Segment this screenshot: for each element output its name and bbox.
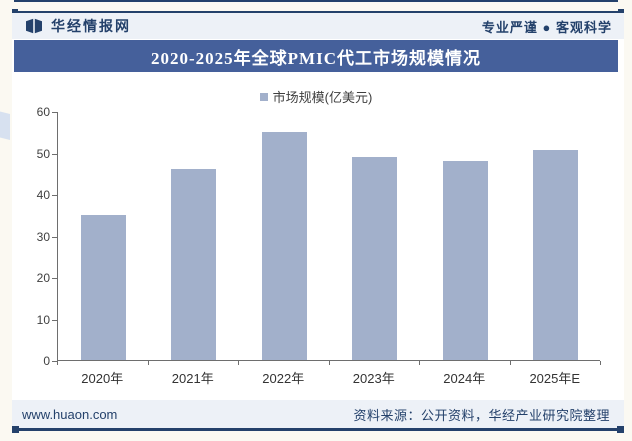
y-tick-mark [52,278,57,279]
x-tick-mark [419,361,420,365]
x-tick-label: 2024年 [443,371,486,386]
x-tick-mark [328,361,330,365]
y-tick-label: 50 [36,146,50,161]
brand: 华经情报网 [24,16,131,36]
y-tick-label: 20 [36,271,50,285]
bar-2020年 [80,214,126,360]
footer-url: www.huaon.com [22,406,118,422]
footer: www.huaon.com 资料来源：公开资料，华经产业研究院整理 [12,400,624,428]
x-tick-label: 2022年 [262,371,305,386]
legend-swatch [259,92,268,101]
footer-rule [14,428,618,431]
x-tick-mark [509,361,511,365]
footer-source: 资料来源：公开资料，华经产业研究院整理 [353,407,610,423]
header-rule-cap-left [12,9,18,15]
header-rule [12,11,624,13]
x-tick-label: 2021年 [171,371,214,386]
y-tick-mark [52,153,57,155]
y-tick-mark [52,112,57,113]
x-tick-mark [238,361,239,365]
y-tick-mark [52,361,57,362]
y-tick-label: 40 [36,188,50,202]
x-tick-label: 2023年 [352,371,395,386]
y-tick-mark [52,195,57,196]
chart-title-banner: 2020-2025年全球PMIC代工市场规模情况 [14,40,618,72]
footer-rule-cap-right [617,426,624,433]
bar-2024年 [442,160,488,360]
bar-2025年E [533,150,579,360]
y-tick-label: 0 [43,354,50,368]
x-tick-label: 2025年E [529,371,581,386]
bar-2023年 [352,156,398,360]
y-tick-label: 10 [36,312,50,327]
brand-name: 华经情报网 [51,18,131,34]
legend-label: 市场规模(亿美元) [272,90,373,105]
chart-title: 2020-2025年全球PMIC代工市场规模情况 [151,48,481,68]
header: 华经情报网 专业严谨 ● 客观科学 [12,13,624,39]
y-tick-label: 60 [36,105,50,119]
x-tick-label: 2020年 [81,371,124,386]
brand-book-icon [26,18,42,34]
bar-2021年 [171,169,217,360]
header-slogan: 专业严谨 ● 客观科学 [481,19,612,35]
y-tick-label: 30 [36,229,50,244]
plot-area [57,112,600,361]
x-tick-mark [600,361,601,365]
x-tick-mark [147,361,149,365]
top-edge-strip [14,0,618,2]
footer-rule-cap-left [12,426,19,433]
x-tick-mark [57,361,58,365]
y-tick-mark [52,319,57,321]
header-rule-cap-right [618,9,624,15]
bar-2022年 [261,131,307,360]
y-tick-mark [52,236,57,238]
legend: 市场规模(亿美元) [0,87,632,106]
